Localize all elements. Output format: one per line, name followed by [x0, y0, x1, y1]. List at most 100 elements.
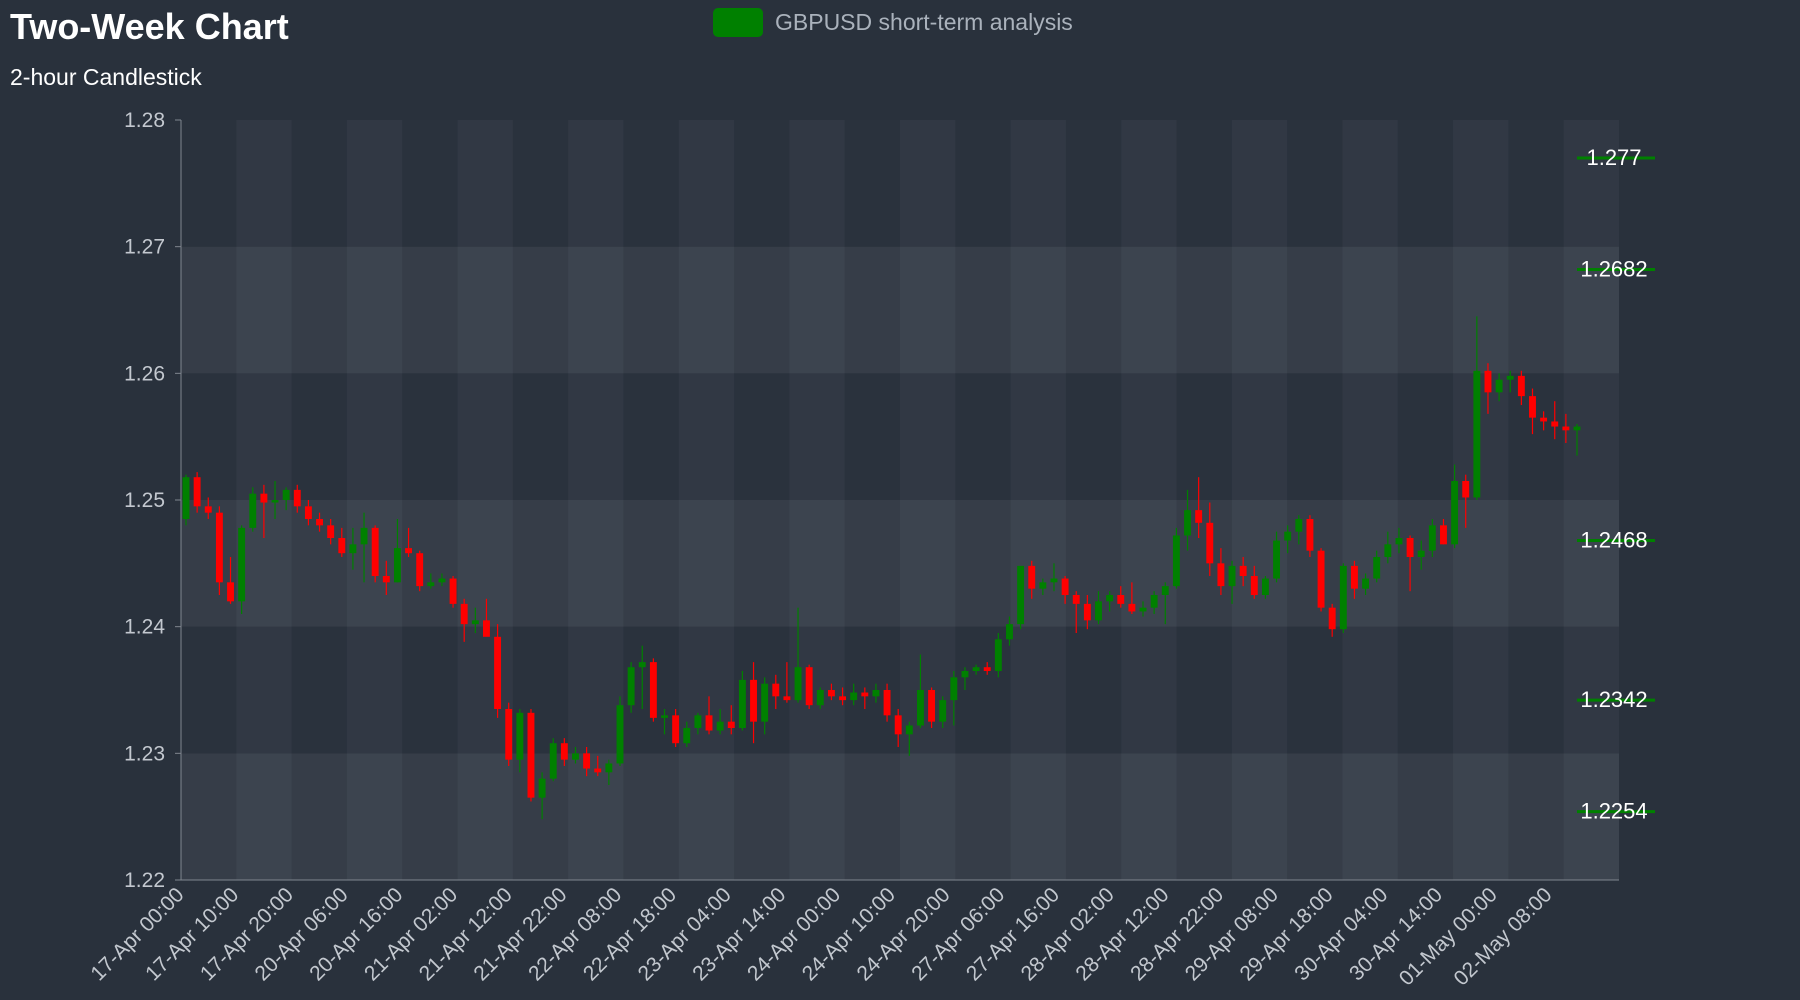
- candle-body: [638, 662, 646, 668]
- candle-body: [827, 690, 835, 697]
- candle-body: [349, 544, 357, 554]
- candle-up: [627, 662, 635, 713]
- candle-body: [1384, 544, 1392, 557]
- candle-down: [672, 709, 680, 747]
- candle-down: [416, 550, 424, 592]
- candle-up: [438, 573, 446, 587]
- candle-down: [483, 598, 490, 637]
- candle-down: [1350, 560, 1358, 599]
- plot-column-band: [1342, 120, 1397, 880]
- candle-body: [249, 493, 257, 528]
- candle-down: [861, 687, 869, 709]
- candle-down: [928, 687, 936, 728]
- candle-up: [349, 527, 357, 570]
- candle-body: [460, 603, 468, 625]
- candle-body: [549, 743, 557, 779]
- candle-down: [505, 702, 513, 766]
- candle-body: [805, 667, 813, 706]
- candle-up: [549, 738, 557, 782]
- candle-body: [1284, 531, 1292, 541]
- legend-label: GBPUSD short-term analysis: [775, 9, 1073, 35]
- level-label: 1.2682: [1580, 256, 1647, 281]
- candle-body: [1161, 586, 1169, 595]
- candle-body: [1484, 370, 1492, 393]
- candle-down: [327, 519, 335, 545]
- candle-body: [572, 753, 579, 760]
- candle-body: [1250, 576, 1258, 595]
- candle-up: [1506, 370, 1514, 393]
- candle-body: [605, 763, 613, 773]
- candle-up: [1495, 373, 1503, 402]
- plot-column-band: [679, 120, 734, 880]
- candle-body: [794, 667, 802, 701]
- plot-column-band: [844, 120, 900, 880]
- plot-column-band: [1176, 120, 1232, 880]
- candle-body: [382, 576, 390, 583]
- plot-column-band: [291, 120, 347, 880]
- candle-body: [1328, 607, 1336, 630]
- candle-down: [1406, 535, 1414, 592]
- candle-up: [360, 512, 368, 583]
- candle-up: [605, 759, 613, 785]
- candle-body: [1295, 519, 1303, 532]
- candle-up: [1139, 601, 1147, 617]
- candle-body: [1373, 557, 1381, 579]
- candle-up: [1428, 519, 1436, 557]
- candle-up: [271, 481, 279, 519]
- candle-body: [1117, 595, 1125, 604]
- level-label: 1.2342: [1580, 687, 1647, 712]
- candle-body: [1172, 535, 1180, 587]
- plot-column-band: [347, 120, 402, 880]
- candle-body: [527, 712, 535, 798]
- candle-body: [727, 721, 735, 728]
- level-label: 1.277: [1586, 145, 1641, 170]
- candle-down: [1117, 586, 1125, 608]
- candle-body: [304, 506, 312, 519]
- candle-down: [204, 497, 212, 519]
- candle-up: [1172, 527, 1180, 589]
- candle-body: [1350, 565, 1358, 589]
- plot-column-band: [458, 120, 513, 880]
- x-tick-label: 17-Apr 00:00: [86, 883, 188, 985]
- candle-body: [672, 715, 680, 744]
- candle-down: [805, 664, 813, 709]
- candle-up: [393, 519, 401, 583]
- candle-body: [1184, 510, 1191, 536]
- candle-body: [505, 709, 513, 760]
- candle-up: [1384, 531, 1392, 564]
- plot-column-band: [402, 120, 458, 880]
- legend[interactable]: GBPUSD short-term analysis: [713, 8, 1073, 37]
- candle-body: [1529, 396, 1536, 418]
- candle-body: [215, 512, 223, 583]
- candle-body: [371, 527, 379, 576]
- candle-up: [471, 607, 479, 633]
- candle-body: [1072, 595, 1080, 604]
- candle-body: [1273, 540, 1280, 579]
- candle-up: [1228, 560, 1236, 604]
- candle-up: [1295, 515, 1303, 545]
- candle-body: [182, 477, 190, 519]
- candle-body: [1362, 578, 1370, 589]
- candle-down: [1540, 411, 1548, 431]
- candle-body: [516, 712, 524, 760]
- plot-column-band: [623, 120, 679, 880]
- plot-band: [181, 753, 1619, 880]
- plot-column-band: [1564, 120, 1619, 880]
- candle-body: [1440, 525, 1447, 545]
- candle-up: [1161, 582, 1169, 625]
- candle-body: [1417, 550, 1425, 557]
- candle-body: [1473, 370, 1481, 498]
- plot-band: [181, 120, 1619, 247]
- candle-down: [594, 755, 602, 777]
- candle-down: [527, 709, 535, 802]
- candle-up: [950, 671, 958, 726]
- candle-body: [916, 690, 924, 726]
- candle-body: [449, 578, 457, 604]
- candle-body: [1517, 375, 1525, 397]
- candle-down: [1551, 401, 1559, 440]
- candle-up: [1006, 616, 1013, 646]
- candle-up: [572, 747, 579, 764]
- candle-up: [905, 721, 913, 756]
- candle-body: [1462, 481, 1470, 498]
- candle-up: [249, 487, 257, 532]
